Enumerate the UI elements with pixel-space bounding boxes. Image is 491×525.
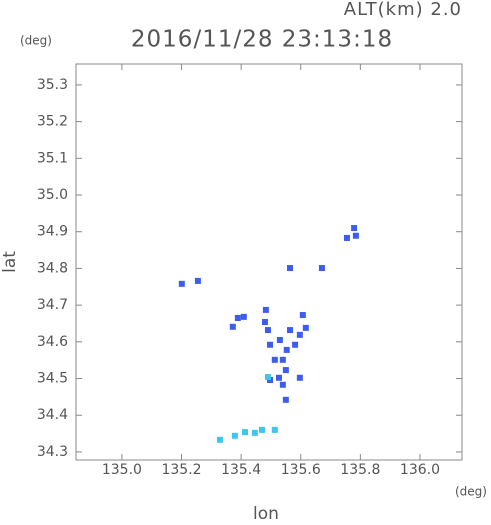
echo-point [271,356,278,363]
echo-point [299,312,306,319]
echo-point [264,374,271,381]
y-unit: (deg) [20,34,52,48]
echo-point [283,346,290,353]
y-tick-label: 35.0 [37,187,68,203]
echo-point [262,306,269,313]
y-tick-label: 34.9 [37,224,68,240]
echo-point [271,426,278,433]
x-tick-label: 135.2 [161,462,201,478]
echo-point [216,436,223,443]
altitude-label: ALT(km) 2.0 [344,0,462,20]
y-tick-label: 35.3 [37,77,68,93]
x-axis-label: lon [253,504,279,521]
echo-point [229,323,236,330]
echo-point [292,341,299,348]
echo-point [318,265,325,272]
y-tick-label: 34.7 [37,297,68,313]
echo-point [267,341,274,348]
chart-title: 2016/11/28 23:13:18 [131,27,393,53]
echo-point [351,225,358,232]
echo-point [282,367,289,374]
echo-point [276,336,283,343]
y-tick-label: 34.5 [37,371,68,387]
echo-point [194,277,201,284]
echo-point [251,429,258,436]
echo-point [279,356,286,363]
y-tick-label: 34.4 [37,407,68,423]
echo-point [279,381,286,388]
echo-point [261,319,268,326]
echo-point [275,374,282,381]
echo-point [287,265,294,272]
echo-point [302,324,309,331]
echo-point [231,432,238,439]
echo-point [352,232,359,239]
echo-point [178,280,185,287]
echo-point [240,313,247,320]
echo-point [343,234,350,241]
y-tick-label: 35.2 [37,114,68,130]
x-tick-label: 135.8 [340,462,380,478]
x-tick-label: 136.0 [400,462,440,478]
echo-point [258,426,265,433]
y-tick-label: 34.6 [37,334,68,350]
echo-point [282,396,289,403]
echo-point [296,331,303,338]
echo-point [287,327,294,334]
y-tick-label: 34.8 [37,260,68,276]
x-unit: (deg) [455,485,487,499]
echo-point [242,429,249,436]
x-tick-label: 135.6 [281,462,321,478]
plot-frame [75,63,463,461]
echo-point [234,314,241,321]
echo-point [264,327,271,334]
x-tick-label: 135.4 [221,462,261,478]
y-tick-label: 34.3 [37,444,68,460]
echo-point [296,374,303,381]
y-tick-label: 35.1 [37,150,68,166]
y-axis-label: lat [0,251,20,273]
x-tick-label: 135.0 [102,462,142,478]
